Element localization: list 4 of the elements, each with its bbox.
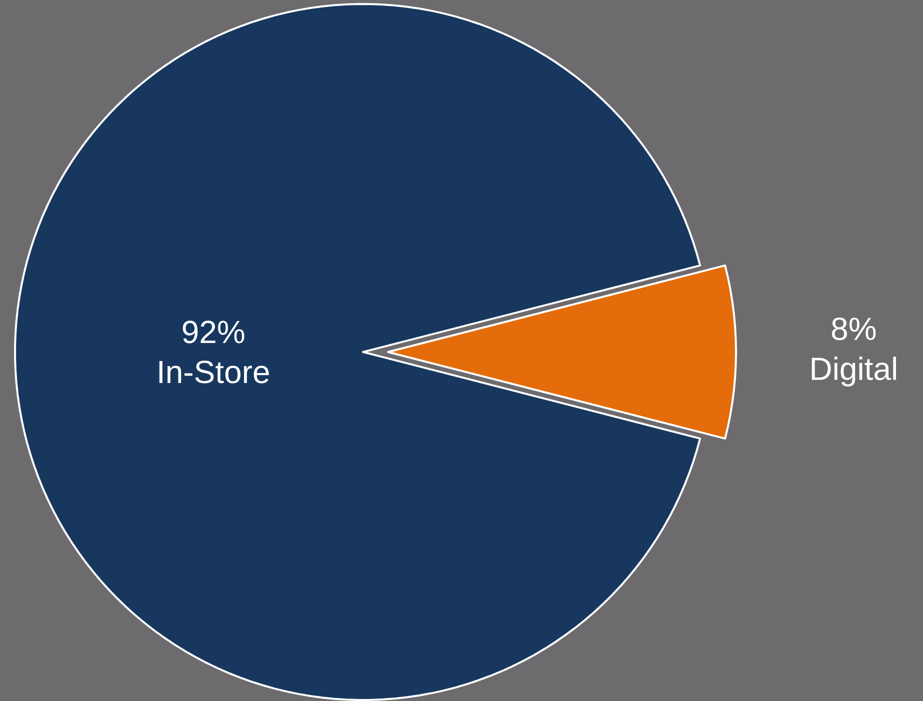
slice-label: Digital	[812, 356, 896, 386]
data-label: 92%	[182, 320, 244, 344]
slice-label: In-Store	[159, 360, 269, 384]
data-label: 8%	[832, 318, 876, 340]
